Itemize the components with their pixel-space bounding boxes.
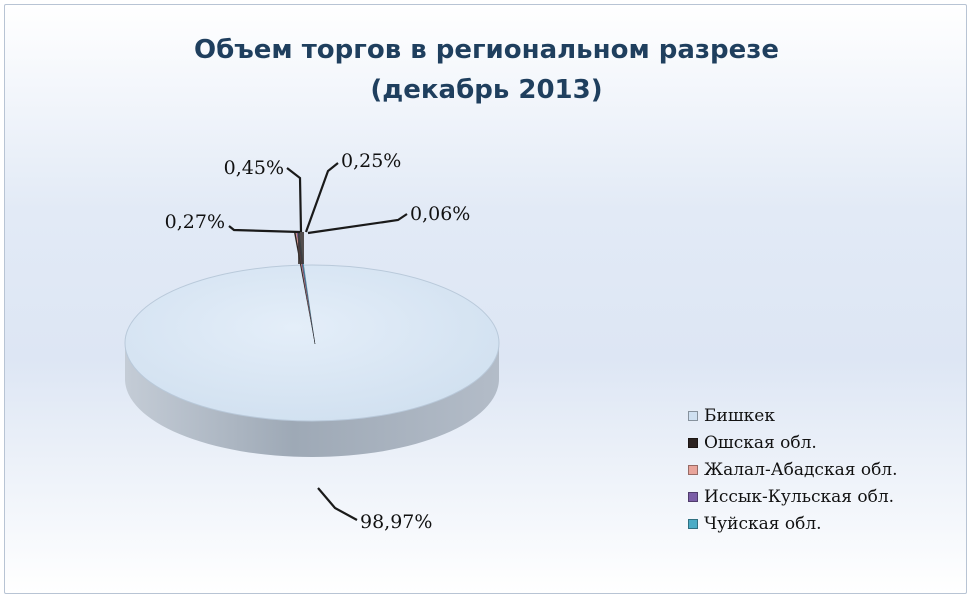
legend-swatch-0 [688, 410, 698, 421]
legend-label-3: Иссык-Кульская обл. [704, 486, 895, 507]
legend-swatch-1 [688, 437, 698, 448]
data-label-3: 0,25% [341, 150, 401, 172]
legend-label-1: Ошская обл. [704, 432, 817, 453]
legend-item-3: Иссык-Кульская обл. [688, 483, 898, 510]
data-label-2: 0,27% [165, 211, 225, 233]
leader-line-2 [228, 225, 301, 234]
pie-slice-edge [298, 232, 304, 264]
legend-item-4: Чуйская обл. [688, 510, 898, 537]
legend-label-4: Чуйская обл. [704, 513, 822, 534]
data-label-4: 0,06% [410, 203, 470, 225]
leader-line-0 [317, 487, 358, 521]
legend: Бишкек Ошская обл. Жалал-Абадская обл. Иссы… [688, 402, 898, 537]
pie-side [125, 343, 499, 457]
leader-line-1 [286, 167, 303, 233]
leader-line-3 [304, 162, 339, 233]
legend-item-0: Бишкек [688, 402, 898, 429]
pie-slice-0 [124, 264, 500, 422]
data-label-1: 0,45% [224, 157, 284, 179]
chart-title-line1: Объем торгов в региональном разрезе [193, 35, 779, 65]
leader-line-4 [307, 213, 408, 235]
data-label-0: 98,97% [360, 511, 432, 533]
chart-title-line2: (декабрь 2013) [370, 75, 603, 105]
legend-swatch-3 [688, 491, 698, 502]
legend-label-0: Бишкек [704, 405, 775, 426]
legend-swatch-2 [688, 464, 698, 475]
legend-item-2: Жалал-Абадская обл. [688, 456, 898, 483]
chart-title: Объем торгов в региональном разрезе (дек… [0, 30, 973, 110]
legend-label-2: Жалал-Абадская обл. [704, 459, 898, 480]
legend-item-1: Ошская обл. [688, 429, 898, 456]
legend-swatch-4 [688, 518, 698, 529]
